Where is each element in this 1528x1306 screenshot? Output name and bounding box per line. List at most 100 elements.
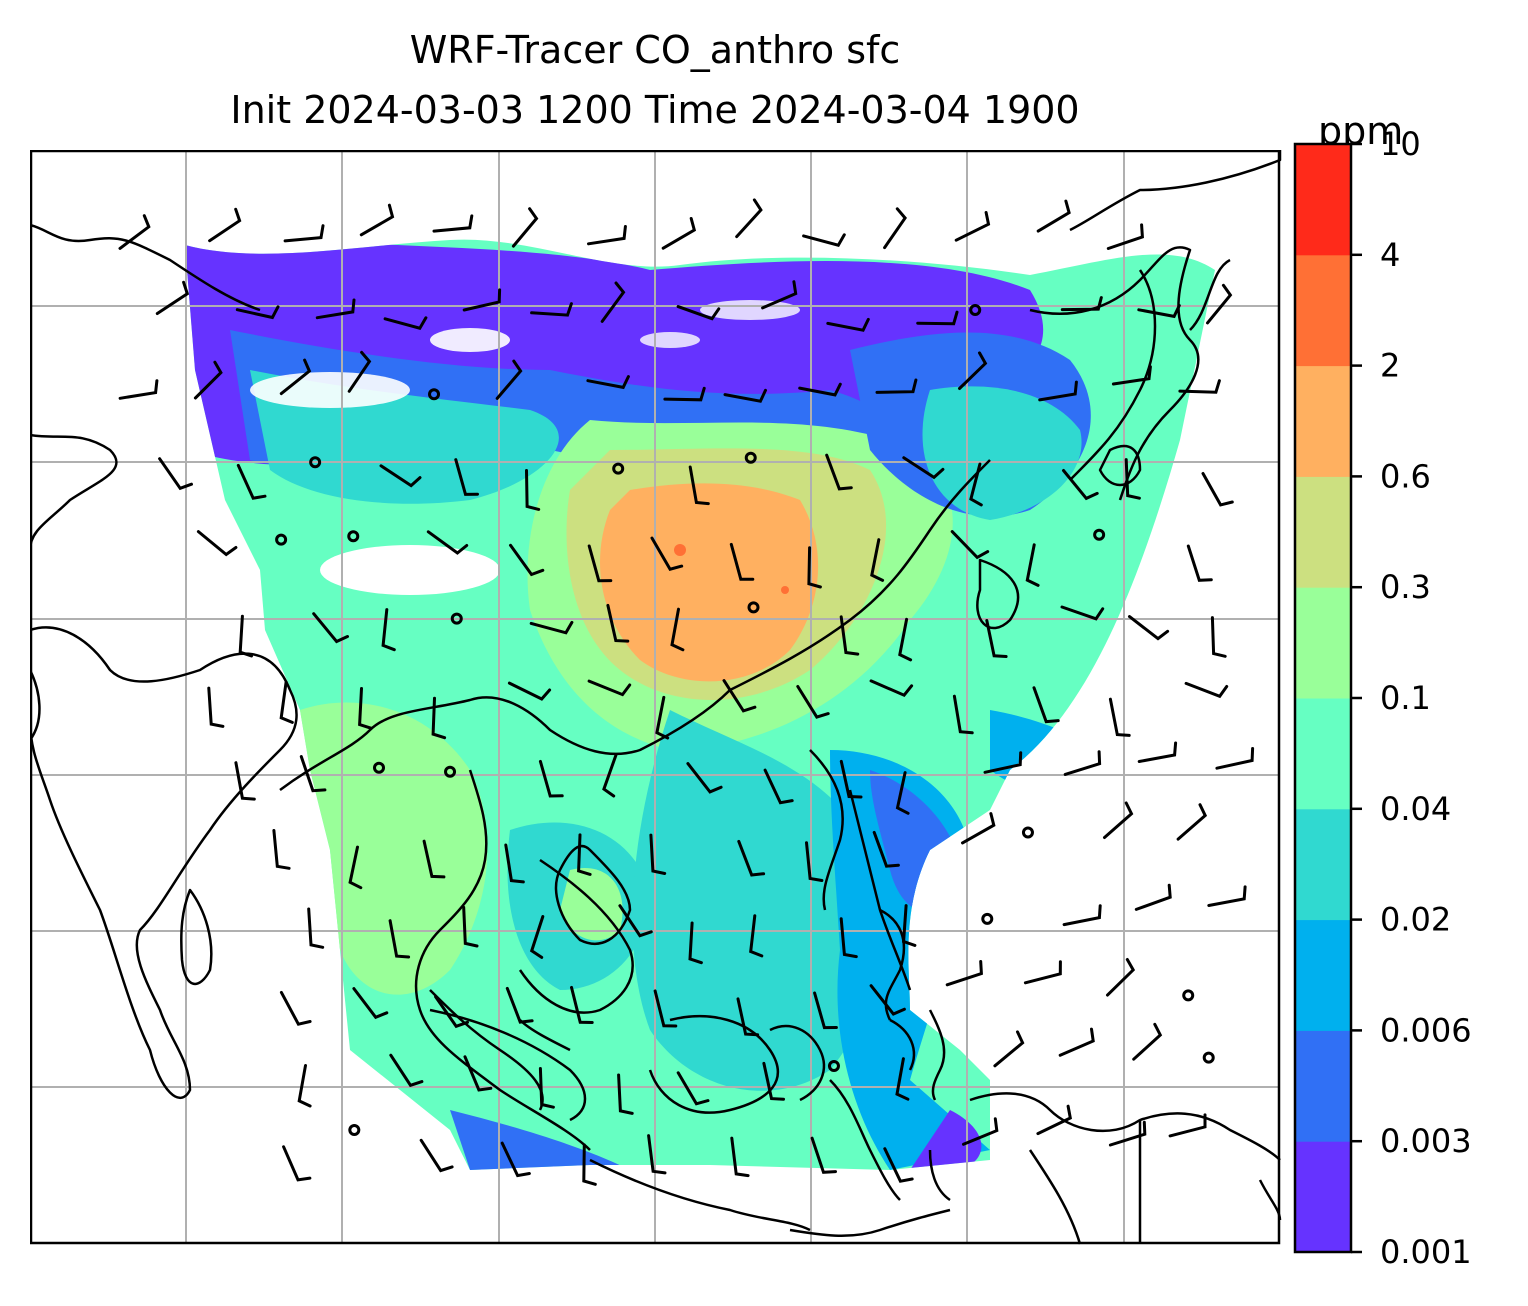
calm-marker xyxy=(309,456,322,469)
wind-barb xyxy=(379,464,422,488)
wind-barb xyxy=(722,679,757,713)
colorbar-segment xyxy=(1295,808,1351,921)
wind-barb xyxy=(1134,883,1172,911)
calm-marker xyxy=(1093,528,1106,541)
wind-barb xyxy=(530,302,573,317)
wind-barb xyxy=(962,1117,999,1146)
colorbar-tick-label: 0.02 xyxy=(1380,901,1451,939)
wind-barb xyxy=(454,458,479,496)
calm-marker xyxy=(744,451,757,464)
wind-barb xyxy=(810,1136,837,1174)
wind-barb xyxy=(895,1057,910,1101)
calm-marker xyxy=(1021,826,1034,839)
wind-barb xyxy=(872,830,900,868)
colorbar-tick-label: 2 xyxy=(1380,347,1400,385)
calm-marker xyxy=(450,612,463,625)
wind-barb xyxy=(839,759,863,799)
wind-barb xyxy=(389,1053,424,1088)
colorbar-segment xyxy=(1295,144,1351,256)
wind-barb xyxy=(1186,544,1213,582)
wind-barb xyxy=(993,1030,1025,1068)
wind-barb xyxy=(663,386,706,402)
wind-barb xyxy=(954,211,991,242)
colorbar-tick-label: 0.6 xyxy=(1380,457,1431,495)
wind-barb xyxy=(1137,304,1181,319)
wind-barb xyxy=(462,288,502,312)
wind-barb xyxy=(208,207,242,243)
wind-barb xyxy=(500,1141,531,1178)
wind-barb xyxy=(600,281,626,323)
colorbar-segment xyxy=(1295,587,1351,699)
map-panel xyxy=(30,150,1282,1245)
wind-barb xyxy=(235,305,280,320)
wind-barb xyxy=(432,214,474,233)
wind-barb xyxy=(462,905,479,948)
wind-barb xyxy=(650,536,684,571)
wind-barb xyxy=(807,546,822,589)
wind-barb xyxy=(1023,960,1062,985)
wind-barb xyxy=(869,984,906,1016)
wind-barb xyxy=(193,360,223,400)
wind-barb xyxy=(902,456,945,480)
wind-barb xyxy=(1038,380,1078,402)
wind-barb xyxy=(869,679,914,698)
wind-barb xyxy=(207,686,225,728)
wind-barb xyxy=(347,350,372,393)
wind-barb xyxy=(118,214,151,250)
wind-barb xyxy=(1168,1113,1207,1138)
gridlines xyxy=(30,150,1280,1244)
wind-barb xyxy=(805,841,824,882)
colorbar-tick-label: 0.003 xyxy=(1380,1122,1472,1160)
wind-barb xyxy=(279,680,294,724)
wind-barb xyxy=(618,904,653,938)
coastlines xyxy=(30,150,1282,1245)
wind-barb xyxy=(983,751,1023,774)
wind-barb xyxy=(688,921,703,965)
wind-barb xyxy=(902,904,917,947)
wind-barb xyxy=(798,382,842,397)
calm-marker xyxy=(969,303,982,316)
calm-marker xyxy=(1182,989,1195,1002)
wind-barb xyxy=(426,530,469,555)
wind-barb xyxy=(1106,958,1136,997)
wind-barb xyxy=(735,198,763,239)
wind-barb xyxy=(422,839,446,879)
wind-barb xyxy=(383,316,428,330)
wind-barb xyxy=(196,530,238,557)
wind-barb xyxy=(158,457,193,491)
wind-barb xyxy=(272,829,291,870)
wind-barb xyxy=(1060,605,1105,621)
wind-barb xyxy=(1201,472,1234,507)
wind-barb xyxy=(825,453,853,491)
wind-barb xyxy=(653,989,678,1028)
wind-barbs xyxy=(118,198,1255,1186)
wind-barb xyxy=(1108,1120,1147,1147)
wind-barb xyxy=(234,761,256,801)
wind-barb xyxy=(602,753,618,798)
wind-barb xyxy=(796,685,830,719)
wind-barb xyxy=(961,812,996,845)
colorbar-segment xyxy=(1295,254,1351,367)
wind-barb xyxy=(729,542,755,581)
wind-barb xyxy=(839,615,860,656)
wind-barb xyxy=(661,217,697,250)
calm-marker xyxy=(1202,1051,1215,1064)
colorbar-tick-label: 0.3 xyxy=(1380,568,1431,606)
wind-barb xyxy=(749,914,764,958)
calm-marker xyxy=(428,388,441,401)
wind-barb xyxy=(299,755,327,793)
wind-barb xyxy=(352,987,389,1020)
wind-barb xyxy=(582,1143,597,1186)
map-title-line2: Init 2024-03-03 1200 Time 2024-03-04 190… xyxy=(230,88,1080,132)
wind-barb xyxy=(1108,697,1131,737)
wind-barb xyxy=(155,280,190,315)
wind-barb xyxy=(1178,379,1221,394)
wind-barb xyxy=(315,298,356,320)
wind-barb xyxy=(495,359,523,400)
wind-barb xyxy=(431,696,447,740)
wind-barb xyxy=(307,907,325,949)
wind-barb xyxy=(1124,458,1141,500)
calm-marker xyxy=(981,912,994,925)
wind-barb xyxy=(586,375,630,390)
